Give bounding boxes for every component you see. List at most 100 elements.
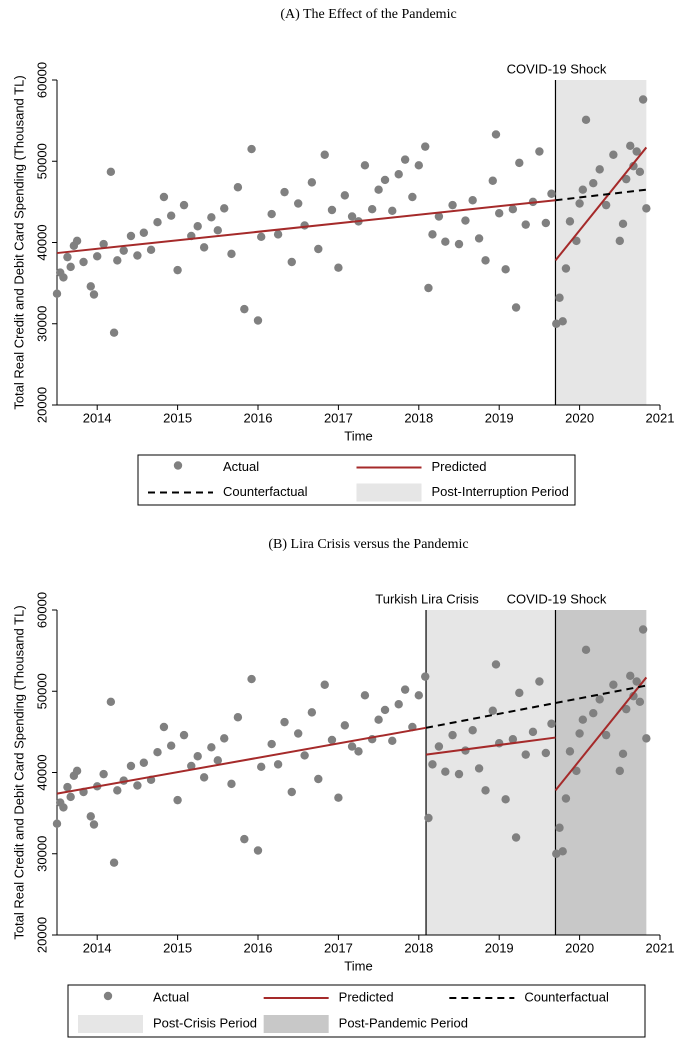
x-axis-label: Time bbox=[344, 428, 372, 443]
data-point bbox=[109, 858, 119, 867]
x-tick-label: 2018 bbox=[404, 410, 433, 425]
data-point bbox=[52, 819, 62, 828]
data-point bbox=[89, 820, 99, 829]
data-point bbox=[233, 713, 243, 722]
data-point bbox=[146, 245, 156, 255]
data-point bbox=[99, 769, 108, 779]
data-point bbox=[300, 221, 309, 230]
data-point bbox=[199, 243, 209, 252]
data-point bbox=[400, 685, 410, 694]
data-point bbox=[434, 742, 444, 751]
data-point bbox=[601, 730, 611, 740]
data-point bbox=[63, 782, 72, 792]
data-point bbox=[511, 833, 521, 842]
legend-key bbox=[173, 461, 183, 470]
legend-label: Counterfactual bbox=[223, 484, 308, 499]
legend-label: Counterfactual bbox=[524, 989, 609, 1004]
data-point bbox=[488, 176, 497, 185]
y-tick-label: 60000 bbox=[34, 62, 49, 98]
data-point bbox=[93, 252, 102, 261]
data-point bbox=[287, 257, 296, 267]
data-point bbox=[394, 700, 403, 709]
data-point bbox=[52, 289, 62, 298]
data-point bbox=[528, 727, 538, 737]
data-point bbox=[300, 751, 309, 760]
data-point bbox=[280, 187, 289, 197]
data-point bbox=[159, 192, 169, 202]
legend-label: Predicted bbox=[432, 459, 487, 474]
data-point bbox=[187, 761, 196, 771]
data-point bbox=[267, 209, 276, 219]
data-point bbox=[106, 697, 116, 707]
x-tick-label: 2017 bbox=[324, 940, 353, 955]
data-point bbox=[581, 645, 591, 655]
data-point bbox=[227, 249, 236, 259]
data-point bbox=[367, 204, 377, 214]
data-point bbox=[320, 680, 329, 689]
data-point bbox=[595, 695, 604, 704]
x-tick-label: 2019 bbox=[485, 940, 514, 955]
data-point bbox=[541, 748, 551, 758]
data-point bbox=[572, 766, 581, 776]
data-point bbox=[360, 161, 370, 170]
data-point bbox=[565, 217, 575, 226]
data-point bbox=[273, 760, 283, 769]
data-point bbox=[581, 115, 591, 125]
panel-title: (A) The Effect of the Pandemic bbox=[280, 7, 456, 22]
data-point bbox=[626, 671, 635, 681]
data-point bbox=[193, 222, 202, 231]
data-point bbox=[307, 708, 317, 717]
data-point bbox=[227, 779, 236, 789]
x-tick-label: 2014 bbox=[83, 940, 112, 955]
legend-label: Post-Interruption Period bbox=[432, 484, 569, 499]
data-point bbox=[589, 178, 598, 188]
data-point bbox=[72, 766, 82, 776]
data-point bbox=[508, 204, 518, 214]
data-point bbox=[400, 155, 410, 164]
data-point bbox=[126, 231, 136, 241]
data-point bbox=[558, 847, 567, 856]
data-point bbox=[448, 730, 457, 740]
data-point bbox=[575, 729, 584, 738]
data-point bbox=[213, 756, 222, 765]
legend-key bbox=[78, 1015, 143, 1033]
data-point bbox=[273, 230, 283, 239]
data-point bbox=[629, 161, 638, 171]
x-tick-label: 2014 bbox=[83, 410, 112, 425]
data-point bbox=[618, 219, 628, 229]
data-point bbox=[609, 680, 618, 689]
legend-label: Actual bbox=[223, 459, 259, 474]
data-point bbox=[153, 217, 162, 227]
data-point bbox=[133, 251, 142, 260]
legend-label: Post-Pandemic Period bbox=[339, 1015, 468, 1030]
data-point bbox=[421, 142, 430, 151]
data-point bbox=[565, 747, 575, 756]
fitted-line bbox=[555, 188, 647, 202]
data-point bbox=[207, 743, 216, 752]
legend-key bbox=[356, 483, 422, 502]
data-point bbox=[347, 212, 357, 221]
data-point bbox=[380, 175, 390, 185]
data-point bbox=[327, 205, 337, 215]
data-point bbox=[119, 246, 128, 255]
data-point bbox=[247, 674, 256, 684]
data-point bbox=[380, 705, 390, 715]
y-axis-label: Total Real Credit and Debit Card Spendin… bbox=[11, 75, 26, 409]
data-point bbox=[388, 206, 397, 216]
data-point bbox=[468, 196, 477, 205]
data-point bbox=[632, 147, 641, 156]
data-point bbox=[207, 213, 216, 222]
data-point bbox=[575, 199, 584, 208]
fitted-line bbox=[425, 684, 647, 729]
data-point bbox=[354, 747, 363, 756]
data-point bbox=[159, 722, 169, 732]
data-point bbox=[535, 677, 544, 686]
data-point bbox=[615, 236, 624, 246]
y-tick-label: 40000 bbox=[34, 224, 49, 260]
data-point bbox=[89, 290, 99, 299]
fitted-line bbox=[554, 676, 648, 792]
y-tick-label: 40000 bbox=[34, 754, 49, 790]
data-point bbox=[253, 316, 263, 325]
data-point bbox=[578, 715, 588, 724]
